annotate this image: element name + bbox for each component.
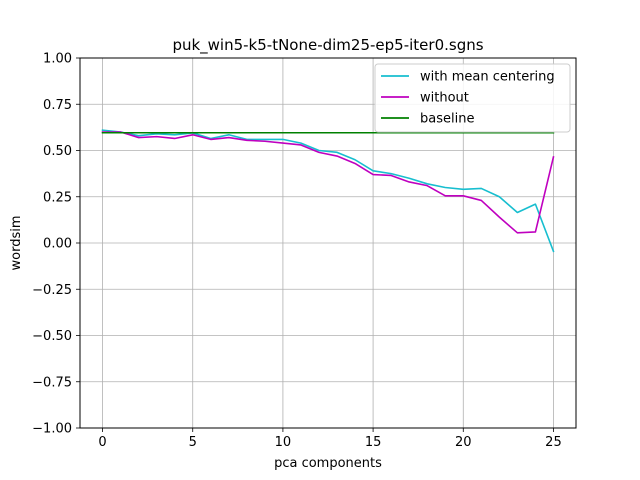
x-tick-label: 5: [189, 435, 197, 450]
x-axis-ticks: 0 5 10 15 20 25: [98, 428, 562, 450]
y-tick-label: 0.50: [43, 144, 72, 159]
x-tick-label: 15: [365, 435, 382, 450]
legend: with mean centering without baseline: [374, 63, 571, 133]
series-line-without: [101, 131, 555, 234]
x-tick-label: 20: [455, 435, 472, 450]
legend-box: [374, 63, 571, 133]
y-axis-ticks: −1.00 −0.75 −0.50 −0.25 0.00 0.25 0.50 0.75 1.00: [32, 52, 80, 437]
y-tick-label: −1.00: [32, 422, 72, 437]
y-tick-label: 1.00: [43, 52, 72, 67]
y-axis-label: wordsim: [9, 215, 24, 270]
y-tick-label: −0.75: [32, 375, 72, 390]
legend-label: without: [420, 91, 469, 106]
y-tick-label: 0.75: [43, 98, 72, 113]
legend-label: with mean centering: [420, 70, 555, 85]
x-tick-label: 10: [275, 435, 292, 450]
y-tick-label: −0.50: [32, 329, 72, 344]
y-tick-label: 0.00: [43, 237, 72, 252]
y-tick-label: 0.25: [43, 190, 72, 205]
x-tick-label: 25: [545, 435, 562, 450]
x-tick-label: 0: [98, 435, 106, 450]
series-line-with-mean-centering: [101, 129, 555, 253]
y-tick-label: −0.25: [32, 283, 72, 298]
chart-title: puk_win5-k5-tNone-dim25-ep5-iter0.sgns: [172, 36, 483, 55]
legend-label: baseline: [420, 112, 474, 127]
x-axis-label: pca components: [274, 456, 382, 471]
series-group: [101, 129, 555, 253]
